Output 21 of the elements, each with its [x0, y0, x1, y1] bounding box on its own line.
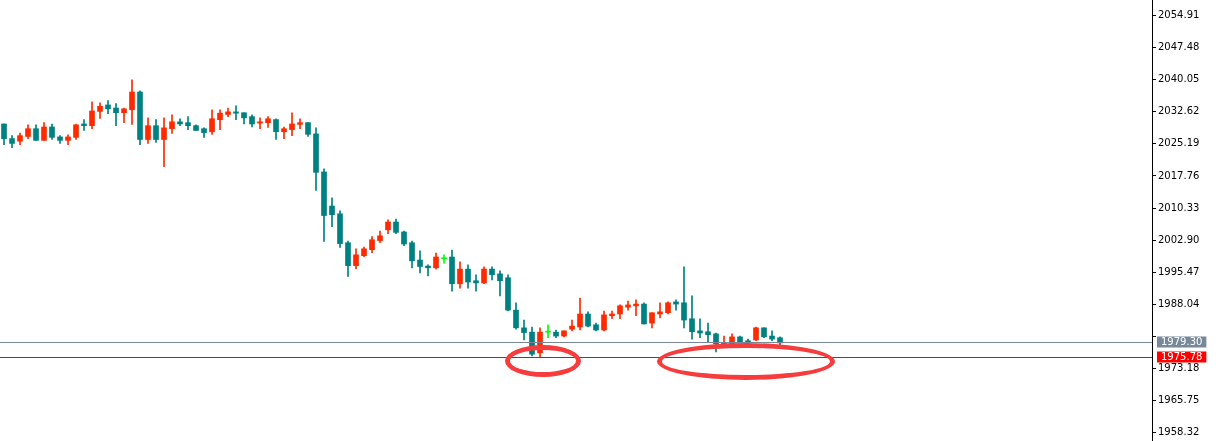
ref-line-label: 1975.78 — [1161, 351, 1203, 363]
y-tick-label: 1965.75 — [1158, 394, 1200, 406]
y-tick-label: 2017.76 — [1158, 169, 1200, 181]
candlestick — [161, 117, 167, 168]
candlestick — [113, 103, 119, 127]
y-tick-label: 1995.47 — [1158, 265, 1200, 277]
y-tick-label: 2025.19 — [1158, 137, 1200, 149]
y-tick-label: 1988.04 — [1158, 297, 1200, 309]
y-tick-label: 2047.48 — [1158, 41, 1200, 53]
ref-line-label: 1979.30 — [1161, 336, 1203, 348]
y-tick-label: 2002.90 — [1158, 233, 1200, 245]
y-tick-label: 2040.05 — [1158, 73, 1200, 85]
candlestick — [257, 117, 263, 130]
y-tick-label: 2010.33 — [1158, 201, 1200, 213]
candlestick — [289, 112, 295, 136]
candlestick — [473, 274, 479, 292]
y-tick-label: 1958.32 — [1158, 426, 1200, 438]
candlestick — [705, 322, 711, 343]
y-tick-label: 2032.62 — [1158, 105, 1200, 117]
y-tick-label: 2054.91 — [1158, 9, 1200, 21]
y-tick-label: 1973.18 — [1158, 362, 1200, 374]
